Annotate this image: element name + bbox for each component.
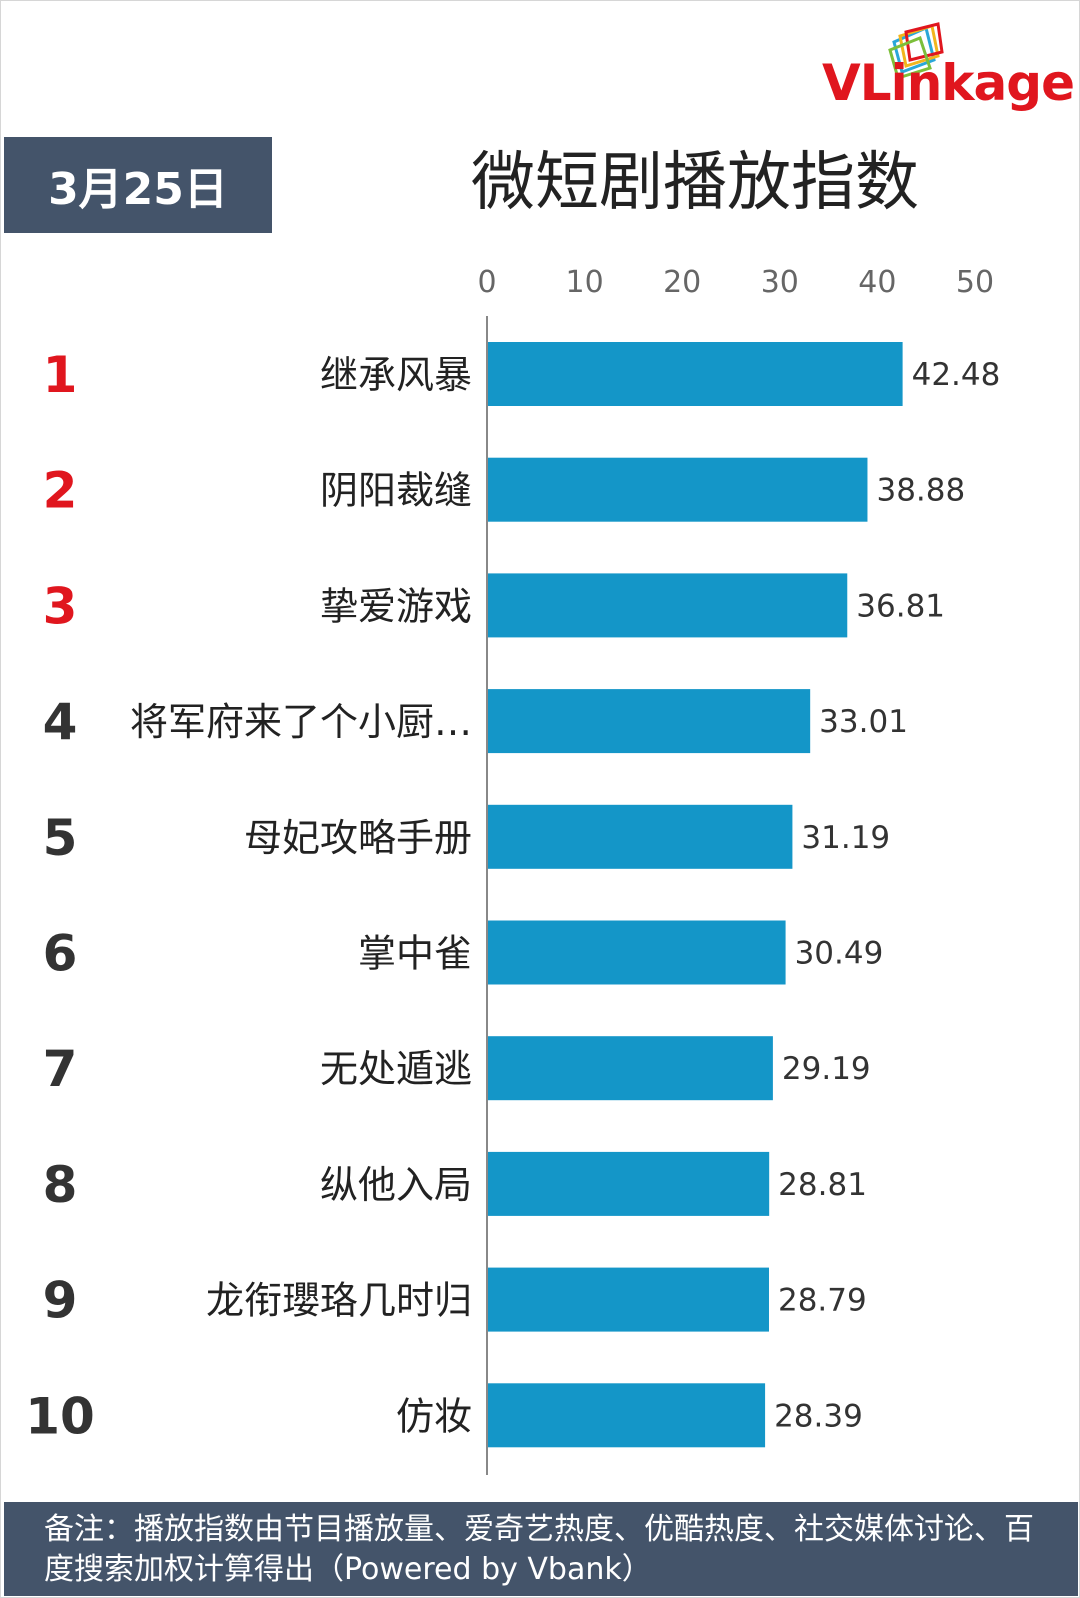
x-tick-label: 30 (761, 265, 799, 300)
x-tick-label: 40 (858, 265, 896, 300)
bar (488, 920, 786, 985)
x-tick-label: 0 (477, 265, 496, 300)
category-label: 掌中雀 (358, 932, 472, 976)
category-label: 母妃攻略手册 (244, 816, 472, 860)
vlinkage-logo: VLinkage (822, 20, 1075, 120)
x-tick-label: 10 (566, 265, 604, 300)
rank-number: 6 (43, 925, 78, 983)
value-label: 30.49 (795, 936, 884, 972)
value-label: 28.81 (778, 1167, 867, 1203)
rank-number: 10 (25, 1387, 95, 1445)
category-label: 阴阳裁缝 (320, 469, 472, 513)
category-label: 继承风暴 (320, 353, 472, 397)
value-label: 36.81 (856, 588, 945, 624)
bar (488, 689, 811, 754)
value-label: 38.88 (876, 473, 965, 509)
logo-text-i: i (890, 54, 908, 112)
rank-number: 2 (43, 462, 78, 520)
bar-chart: 0 10 20 30 40 50 42.48 继承风暴 1 38.88 阴阳裁缝 2 36.81 挚爱游戏… (25, 265, 1001, 1475)
footnote-text: 备注：播放指数由节目播放量、爱奇艺热度、优酷热度、社交媒体讨论、百度搜索加权计算… (44, 1512, 1034, 1587)
bar (488, 573, 848, 638)
footnote: 备注：播放指数由节目播放量、爱奇艺热度、优酷热度、社交媒体讨论、百度搜索加权计算… (4, 1502, 1078, 1596)
value-label: 28.39 (774, 1398, 863, 1434)
category-label: 将军府来了个小厨… (130, 700, 472, 744)
bar (488, 1036, 773, 1101)
bar (488, 457, 868, 522)
x-tick-label: 50 (956, 265, 994, 300)
rank-number: 1 (43, 346, 78, 404)
value-label: 29.19 (782, 1051, 871, 1087)
bar (488, 342, 903, 406)
category-label: 龙衔瓔珞几时归 (206, 1279, 472, 1323)
value-label: 42.48 (912, 357, 1001, 393)
logo-text-vl: VL (822, 54, 892, 112)
logo-cards-icon (888, 22, 944, 80)
rank-number: 5 (43, 809, 78, 867)
value-label: 28.79 (778, 1283, 867, 1319)
category-label: 无处遁逃 (320, 1047, 472, 1091)
logo-text-rest: nkage (906, 54, 1075, 112)
value-label: 33.01 (819, 704, 908, 740)
bar (488, 1267, 769, 1332)
chart-title: 微短剧播放指数 (471, 146, 919, 220)
x-tick-label: 20 (663, 265, 701, 300)
category-label: 仿妆 (396, 1394, 472, 1438)
date-badge: 3月25日 (4, 137, 272, 233)
date-label: 3月25日 (48, 164, 228, 215)
bar (488, 1383, 766, 1448)
bar (488, 1151, 770, 1216)
logo-wordmark: VLinkage (822, 58, 1075, 108)
rank-number: 3 (43, 577, 78, 635)
rank-number: 4 (43, 693, 78, 751)
bar (488, 804, 793, 869)
category-label: 挚爱游戏 (320, 584, 472, 628)
rank-number: 9 (43, 1272, 78, 1330)
rank-number: 7 (43, 1040, 78, 1098)
value-label: 31.19 (801, 820, 890, 856)
category-label: 纵他入局 (320, 1163, 472, 1207)
rank-number: 8 (43, 1156, 78, 1214)
